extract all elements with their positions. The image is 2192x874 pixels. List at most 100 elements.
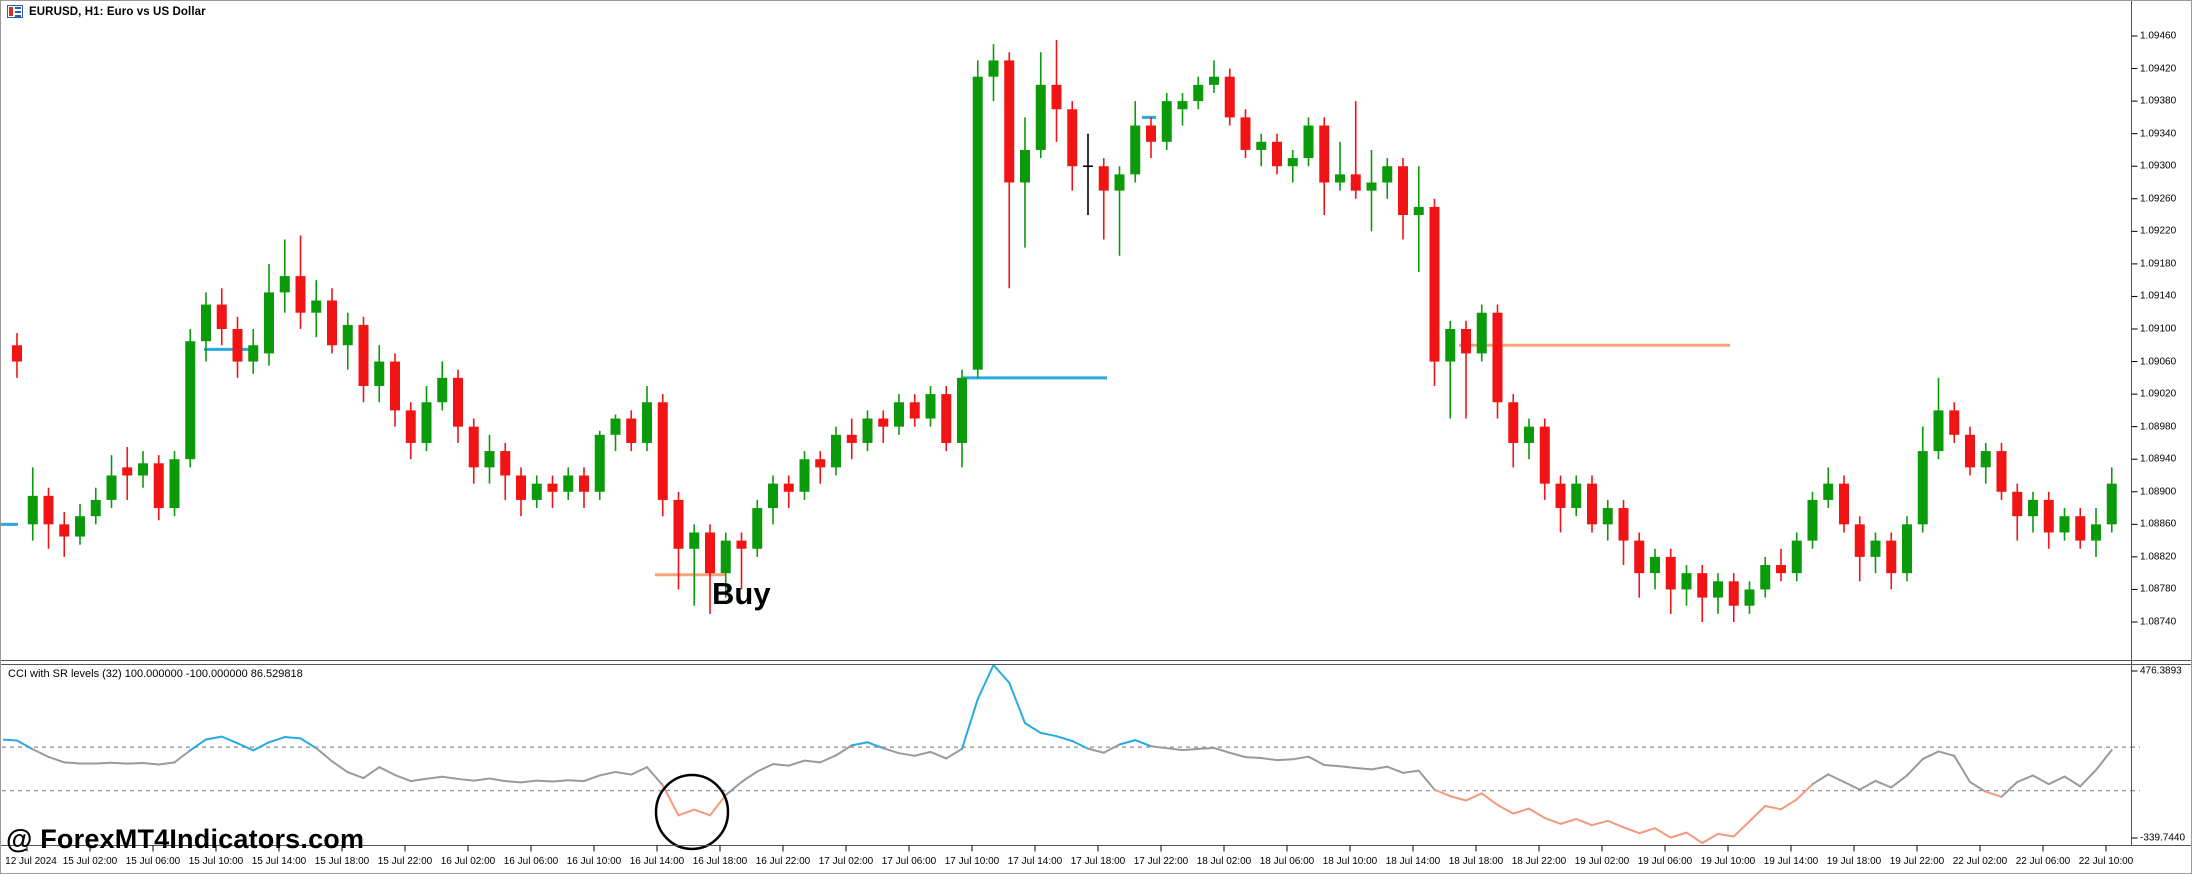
cci-line xyxy=(1323,763,1341,768)
cci-line xyxy=(976,663,995,701)
window-title-bar: EURUSD, H1: Euro vs US Dollar xyxy=(7,5,206,18)
cci-line xyxy=(425,775,444,780)
price-axis-label: 1.08860 xyxy=(2140,518,2177,530)
cci-axis[interactable]: 476.3893 -339.7440 xyxy=(2137,660,2192,845)
time-axis-label: 17 Jul 14:00 xyxy=(1007,856,1063,867)
cci-line xyxy=(1039,731,1058,738)
candle-body xyxy=(484,451,495,468)
circle-annotation[interactable] xyxy=(654,773,730,851)
cci-line xyxy=(1118,739,1137,746)
cci-line xyxy=(772,763,790,767)
time-axis[interactable]: 12 Jul 2024 15 Jul 02:00 15 Jul 06:00 15 Ju… xyxy=(0,856,2192,872)
cci-line xyxy=(1953,754,1971,783)
candle-body xyxy=(421,402,432,443)
cci-line xyxy=(142,762,160,766)
cci-line xyxy=(929,750,948,760)
time-axis-label: 17 Jul 22:00 xyxy=(1133,856,1189,867)
candle-body xyxy=(1303,125,1314,159)
cci-line xyxy=(1559,818,1578,825)
cci-line xyxy=(1417,769,1436,791)
time-axis-label: 12 Jul 2024 xyxy=(5,856,57,867)
candle-body xyxy=(2106,483,2117,525)
time-axis-label: 15 Jul 06:00 xyxy=(125,856,181,867)
candle-body xyxy=(1366,182,1377,191)
cci-line xyxy=(331,760,349,774)
cci-line xyxy=(1339,765,1357,770)
price-axis-label: 1.08980 xyxy=(2140,421,2177,433)
candle-body xyxy=(1634,540,1645,574)
cci-line xyxy=(394,774,412,783)
cci-line xyxy=(63,761,81,765)
candle-body xyxy=(75,516,85,537)
cci-line xyxy=(1732,820,1751,838)
candle-body xyxy=(2012,491,2023,517)
cci-line xyxy=(1827,773,1845,783)
cci-line xyxy=(1055,735,1074,742)
cci-line xyxy=(1165,747,1184,752)
cci-line xyxy=(693,808,711,817)
candle-body xyxy=(1020,149,1030,183)
candle-body xyxy=(563,475,574,492)
buy-annotation[interactable]: Buy xyxy=(712,576,771,611)
candle-body xyxy=(405,410,416,443)
candle-body xyxy=(27,495,38,525)
cci-line xyxy=(1134,739,1152,748)
candle-body xyxy=(799,459,810,492)
time-axis-label: 16 Jul 22:00 xyxy=(755,856,811,867)
candle-body xyxy=(752,508,763,549)
candle-body xyxy=(2075,516,2086,541)
time-axis-label: 15 Jul 10:00 xyxy=(188,856,244,867)
cci-line xyxy=(1843,780,1861,791)
candle-body xyxy=(831,434,841,468)
cci-line xyxy=(1969,780,1987,793)
candle-body xyxy=(1146,125,1156,142)
cci-line xyxy=(1102,743,1121,754)
candle-body xyxy=(12,345,22,362)
cci-line xyxy=(110,761,129,765)
cci-line xyxy=(157,761,176,766)
cci-line xyxy=(1307,755,1326,766)
cci-line xyxy=(598,770,617,777)
candle-body xyxy=(1996,451,2007,492)
cci-line xyxy=(961,698,979,750)
candle-body xyxy=(878,418,889,427)
cci-line xyxy=(2016,774,2034,783)
cci-line xyxy=(803,759,822,764)
candle-body xyxy=(1807,499,1818,541)
candle-body xyxy=(1445,329,1456,362)
cci-line xyxy=(457,777,475,782)
cci-axis-label: -339.7440 xyxy=(2140,832,2186,844)
cci-line xyxy=(535,779,554,783)
time-axis-label: 18 Jul 18:00 xyxy=(1448,856,1504,867)
time-axis-label: 17 Jul 06:00 xyxy=(881,856,937,867)
indicator-label: CCI with SR levels (32) 100.000000 -100.… xyxy=(8,668,303,680)
candle-body xyxy=(1823,483,1834,500)
candle-body xyxy=(1114,174,1125,191)
cci-line xyxy=(1780,798,1798,811)
cci-line xyxy=(756,763,774,773)
cci-line xyxy=(1937,750,1956,757)
cci-line xyxy=(646,766,664,787)
candle-body xyxy=(1917,451,1928,525)
cci-line xyxy=(2,738,18,742)
candle-body xyxy=(972,76,983,370)
candle-body xyxy=(1098,166,1109,191)
price-axis[interactable]: 1.09460 1.09420 1.09380 1.09340 1.09300 1.092… xyxy=(2140,0,2192,660)
candle-body xyxy=(1539,426,1550,484)
cci-line xyxy=(236,742,255,752)
candle-body xyxy=(1902,524,1912,574)
cci-line xyxy=(409,777,428,783)
cci-line xyxy=(2079,768,2097,788)
candle-body xyxy=(468,426,479,468)
cci-line xyxy=(1906,758,1924,777)
cci-line xyxy=(1496,803,1515,815)
candle-body xyxy=(1161,101,1172,142)
candle-body xyxy=(1035,84,1046,150)
candle-body xyxy=(1886,540,1897,574)
candle-body xyxy=(1697,573,1708,598)
candle-body xyxy=(579,475,589,492)
window-title: EURUSD, H1: Euro vs US Dollar xyxy=(29,5,206,18)
cci-line xyxy=(2047,775,2066,786)
